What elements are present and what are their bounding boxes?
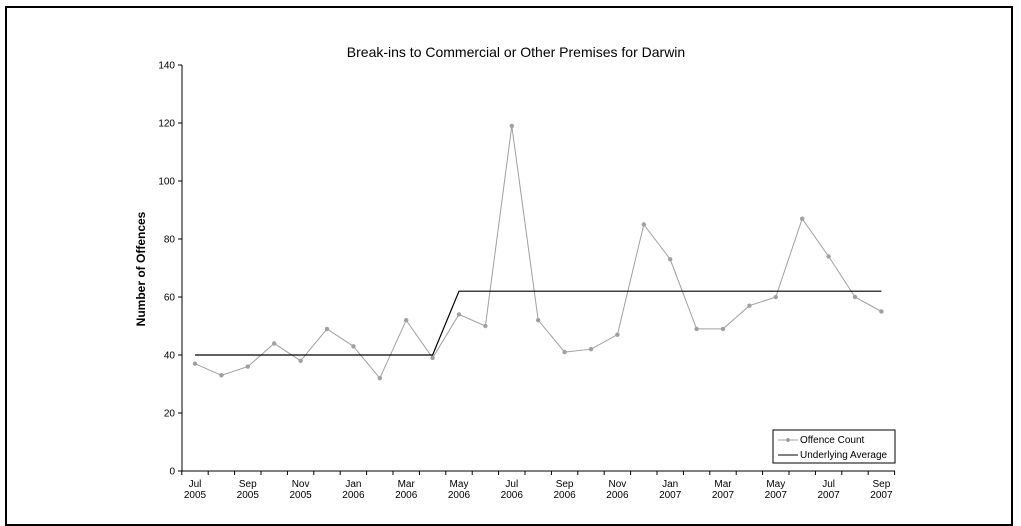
x-tick-label-year: 2007: [765, 490, 788, 501]
data-point-offence-count: [800, 216, 805, 221]
data-point-offence-count: [826, 254, 831, 259]
legend-marker-offence-count: [786, 438, 790, 442]
data-point-offence-count: [377, 376, 382, 381]
y-tick-label: 80: [164, 235, 176, 246]
chart-svg: Break-ins to Commercial or Other Premise…: [134, 44, 896, 501]
legend-label-offence-count: Offence Count: [800, 435, 865, 446]
x-tick-label-month: Mar: [714, 479, 732, 490]
y-tick-label: 100: [158, 177, 175, 188]
axes: [181, 65, 895, 472]
series-line-underlying-average: [195, 290, 882, 356]
x-tick-label-month: Nov: [609, 479, 627, 490]
x-tick-label-year: 2006: [448, 490, 471, 501]
data-point-offence-count: [641, 222, 646, 227]
data-point-offence-count: [615, 332, 620, 337]
x-tick-label-month: Mar: [398, 479, 416, 490]
x-tick-label-year: 2007: [712, 490, 735, 501]
y-tick-label: 40: [164, 351, 176, 362]
series-layer: [192, 123, 884, 381]
data-point-offence-count: [245, 364, 250, 369]
x-tick-label-year: 2007: [659, 490, 682, 501]
x-tick-label-year: 2007: [817, 490, 840, 501]
x-tick-label-month: Jan: [345, 479, 361, 490]
data-point-offence-count: [404, 318, 409, 323]
x-tick-label-year: 2005: [237, 490, 260, 501]
data-point-offence-count: [720, 326, 726, 332]
data-point-offence-count: [430, 355, 435, 361]
x-tick-label-month: Jan: [662, 479, 678, 490]
x-tick-label-month: Jul: [822, 479, 835, 490]
x-tick-label-month: Sep: [239, 479, 257, 490]
legend: Offence Count Underlying Average: [772, 429, 896, 464]
x-tick-label-year: 2006: [553, 490, 576, 501]
x-tick-label-year: 2006: [395, 490, 418, 501]
data-point-offence-count: [272, 341, 277, 346]
y-tick-label: 60: [164, 293, 176, 304]
data-point-offence-count: [219, 373, 224, 378]
x-ticks: Jul2005Sep2005Nov2005Jan2006Mar2006May20…: [181, 471, 896, 501]
data-point-offence-count: [773, 294, 778, 300]
x-tick-label-month: Sep: [556, 479, 574, 490]
x-tick-label-month: Jul: [189, 479, 202, 490]
data-point-offence-count: [588, 347, 594, 352]
data-point-offence-count: [852, 294, 858, 300]
data-point-offence-count: [509, 123, 514, 129]
x-tick-label-month: Sep: [873, 479, 891, 490]
data-point-offence-count: [192, 361, 198, 366]
data-point-offence-count: [456, 312, 462, 317]
y-tick-label: 120: [158, 119, 175, 130]
y-tick-label: 20: [164, 409, 176, 420]
x-tick-label-month: Jul: [505, 479, 518, 490]
x-tick-label-month: May: [450, 479, 469, 490]
data-point-offence-count: [694, 326, 699, 332]
x-tick-label-year: 2006: [342, 490, 365, 501]
data-point-offence-count: [747, 303, 752, 308]
chart-title: Break-ins to Commercial or Other Premise…: [347, 44, 685, 60]
x-tick-label-year: 2006: [606, 490, 629, 501]
x-tick-label-month: May: [766, 479, 785, 490]
data-point-offence-count: [324, 326, 330, 332]
y-axis-label: Number of Offences: [134, 211, 148, 326]
x-tick-label-year: 2005: [184, 490, 207, 501]
y-tick-label: 0: [169, 467, 175, 478]
legend-box: [772, 429, 896, 464]
x-tick-label-year: 2006: [501, 490, 524, 501]
y-ticks: 0 20 40 60 80 100 120 140: [158, 61, 182, 478]
data-point-offence-count: [879, 309, 884, 314]
data-point-offence-count: [562, 349, 567, 355]
legend-label-underlying-average: Underlying Average: [800, 450, 888, 461]
series-line-offence-count: [194, 125, 882, 380]
x-tick-label-month: Nov: [292, 479, 310, 490]
data-point-offence-count: [298, 358, 303, 363]
y-tick-label: 140: [158, 61, 175, 72]
data-point-offence-count: [668, 257, 673, 262]
x-tick-label-year: 2007: [870, 490, 893, 501]
x-tick-label-year: 2005: [289, 490, 312, 501]
data-point-offence-count: [483, 323, 488, 329]
data-point-offence-count: [536, 318, 541, 323]
data-point-offence-count: [351, 344, 356, 349]
